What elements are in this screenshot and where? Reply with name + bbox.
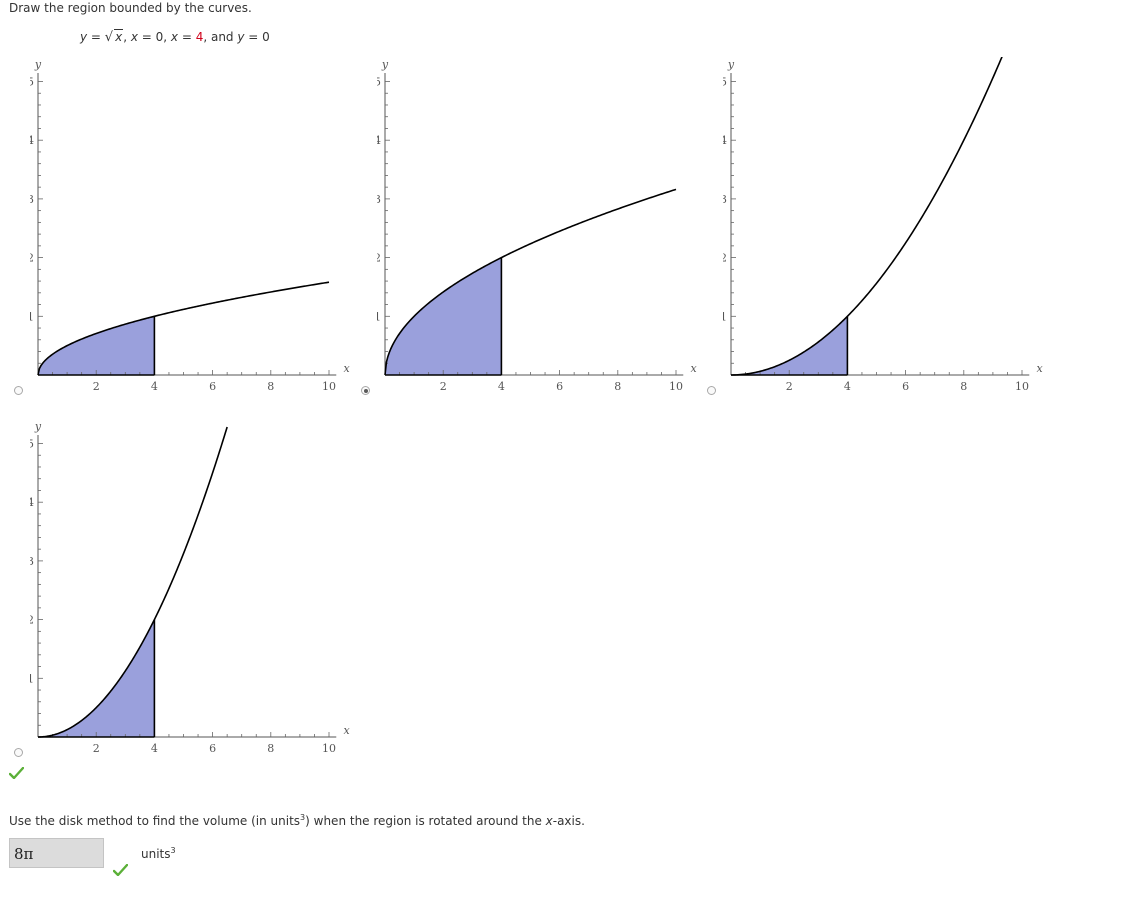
y-axis-label: y bbox=[34, 58, 42, 71]
radio-option-1[interactable] bbox=[14, 386, 23, 395]
y-tick-label: 2 bbox=[723, 252, 727, 265]
x-tick-label: 2 bbox=[440, 380, 447, 393]
y-tick-label: 3 bbox=[30, 193, 34, 206]
y-tick-label: 2 bbox=[377, 252, 381, 265]
y-tick-label: 3 bbox=[377, 193, 381, 206]
y-axis-label: y bbox=[381, 58, 389, 71]
x-tick-label: 8 bbox=[960, 380, 967, 393]
radio-option-2[interactable] bbox=[361, 386, 370, 395]
eq-sqrt-arg: x bbox=[114, 29, 124, 44]
y-tick-label: 1 bbox=[377, 310, 381, 323]
eq-and: , and bbox=[203, 30, 238, 44]
y-tick-label: 5 bbox=[30, 438, 34, 451]
x-tick-label: 2 bbox=[93, 380, 100, 393]
x-tick-label: 8 bbox=[614, 380, 621, 393]
check-icon bbox=[113, 864, 128, 876]
y-tick-label: 3 bbox=[30, 555, 34, 568]
x-tick-label: 8 bbox=[267, 742, 274, 755]
x-tick-label: 10 bbox=[322, 380, 336, 393]
shaded-region bbox=[38, 316, 155, 375]
y-tick-label: 3 bbox=[723, 193, 727, 206]
x-tick-label: 2 bbox=[93, 742, 100, 755]
eq-x0: = 0, bbox=[137, 30, 171, 44]
eq-equals: = bbox=[87, 30, 105, 44]
x-axis-label: x bbox=[691, 362, 698, 375]
q2-sup: 3 bbox=[300, 813, 306, 822]
radio-option-4[interactable] bbox=[14, 748, 23, 757]
units-label: units3 bbox=[141, 846, 176, 861]
eq-bound: 4 bbox=[195, 30, 204, 44]
x-tick-label: 10 bbox=[322, 742, 336, 755]
eq-equals2: = bbox=[178, 30, 196, 44]
eq-y2: y bbox=[237, 30, 245, 44]
eq-x1: x bbox=[130, 30, 138, 44]
x-tick-label: 4 bbox=[151, 742, 158, 755]
x-tick-label: 8 bbox=[267, 380, 274, 393]
x-axis-label: x bbox=[1037, 362, 1044, 375]
y-tick-label: 4 bbox=[30, 134, 34, 147]
y-tick-label: 1 bbox=[30, 310, 34, 323]
q2-text1: Use the disk method to find the volume (… bbox=[9, 814, 301, 828]
x-axis-label: x bbox=[344, 724, 351, 737]
y-tick-label: 1 bbox=[723, 310, 727, 323]
eq-x2: x bbox=[170, 30, 179, 44]
y-tick-label: 2 bbox=[30, 252, 34, 265]
units-text: units bbox=[141, 847, 171, 861]
eq-y: y bbox=[80, 30, 88, 44]
y-tick-label: 5 bbox=[377, 76, 381, 89]
question-prompt: Draw the region bounded by the curves. bbox=[9, 1, 252, 15]
radio-option-3[interactable] bbox=[707, 386, 716, 395]
eq-y0: = 0 bbox=[244, 30, 270, 44]
shaded-region bbox=[385, 257, 502, 375]
x-tick-label: 6 bbox=[209, 742, 216, 755]
x-tick-label: 10 bbox=[669, 380, 683, 393]
y-tick-label: 1 bbox=[30, 672, 34, 685]
y-tick-label: 4 bbox=[30, 496, 34, 509]
x-axis-label: x bbox=[344, 362, 351, 375]
y-tick-label: 4 bbox=[377, 134, 381, 147]
x-tick-label: 6 bbox=[902, 380, 909, 393]
answer-input[interactable]: 8π bbox=[9, 838, 104, 868]
q2-text2: ) when the region is rotated around the bbox=[305, 814, 546, 828]
x-tick-label: 2 bbox=[786, 380, 793, 393]
curve bbox=[730, 57, 1003, 376]
y-tick-label: 5 bbox=[30, 76, 34, 89]
x-tick-label: 6 bbox=[556, 380, 563, 393]
shaded-region bbox=[38, 619, 155, 737]
curve bbox=[37, 281, 330, 376]
shaded-region bbox=[731, 316, 848, 375]
check-icon bbox=[9, 767, 24, 779]
y-tick-label: 5 bbox=[723, 76, 727, 89]
volume-question: Use the disk method to find the volume (… bbox=[9, 813, 585, 828]
sqrt-icon: √ bbox=[104, 30, 114, 45]
eq-sep: , bbox=[123, 30, 131, 44]
curve bbox=[384, 188, 677, 376]
q2-text3: -axis. bbox=[552, 814, 585, 828]
x-tick-label: 4 bbox=[844, 380, 851, 393]
q2-var: x bbox=[545, 814, 553, 828]
x-tick-label: 6 bbox=[209, 380, 216, 393]
units-sup: 3 bbox=[170, 846, 176, 855]
y-tick-label: 4 bbox=[723, 134, 727, 147]
y-axis-label: y bbox=[727, 58, 735, 71]
y-tick-label: 2 bbox=[30, 614, 34, 627]
curve bbox=[37, 426, 228, 738]
equation: y = √ x, x = 0, x = 4, and y = 0 bbox=[80, 29, 270, 45]
x-tick-label: 4 bbox=[151, 380, 158, 393]
y-axis-label: y bbox=[34, 420, 42, 433]
x-tick-label: 10 bbox=[1015, 380, 1029, 393]
x-tick-label: 4 bbox=[498, 380, 505, 393]
